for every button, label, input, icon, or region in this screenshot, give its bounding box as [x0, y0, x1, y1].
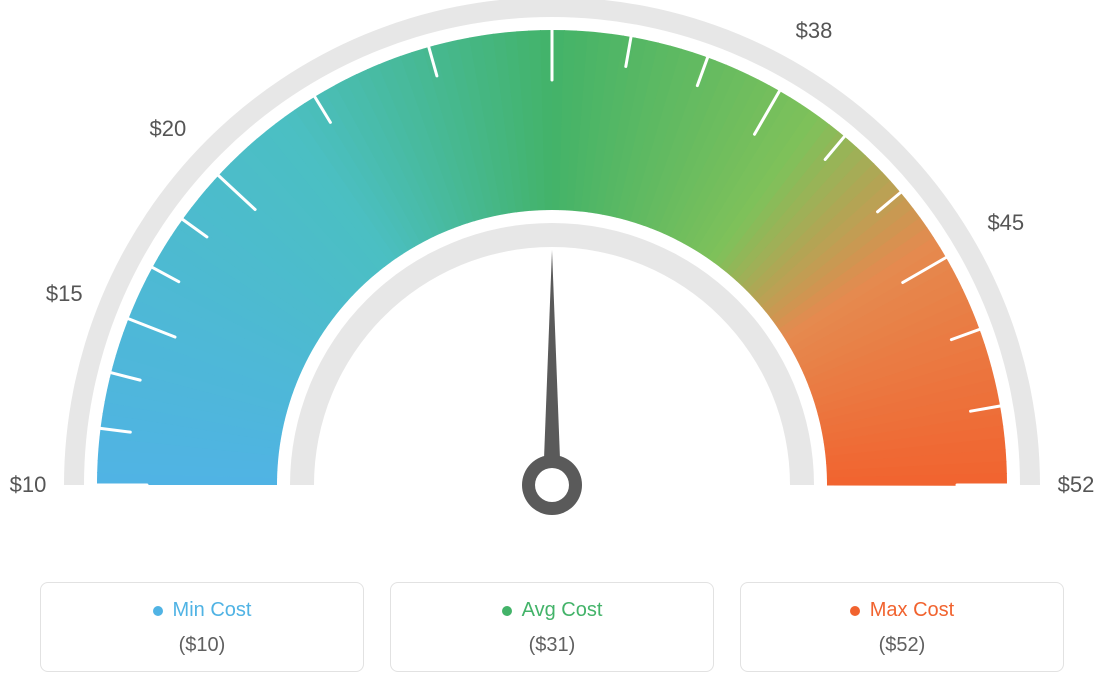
gauge-tick-label: $38 [796, 18, 833, 44]
legend-card-avg: Avg Cost ($31) [390, 582, 714, 672]
legend-dot-min [153, 606, 163, 616]
gauge-tick-label: $45 [987, 210, 1024, 236]
legend-value-max: ($52) [751, 634, 1053, 657]
legend-card-max: Max Cost ($52) [740, 582, 1064, 672]
gauge-needle [543, 250, 561, 485]
gauge-tick-label: $52 [1058, 472, 1095, 498]
legend-dot-avg [502, 606, 512, 616]
legend-label-avg: Avg Cost [522, 599, 603, 622]
cost-gauge: $10$15$20$31$38$45$52 [0, 0, 1104, 570]
gauge-tick-label: $15 [46, 281, 83, 307]
legend-value-avg: ($31) [401, 634, 703, 657]
gauge-tick-label: $20 [150, 116, 187, 142]
legend-label-min: Min Cost [173, 599, 252, 622]
legend-dot-max [850, 606, 860, 616]
gauge-tick-label: $10 [10, 472, 47, 498]
legend-label-max: Max Cost [870, 599, 954, 622]
legend-card-min: Min Cost ($10) [40, 582, 364, 672]
legend-value-min: ($10) [51, 634, 353, 657]
legend: Min Cost ($10) Avg Cost ($31) Max Cost (… [0, 582, 1104, 672]
